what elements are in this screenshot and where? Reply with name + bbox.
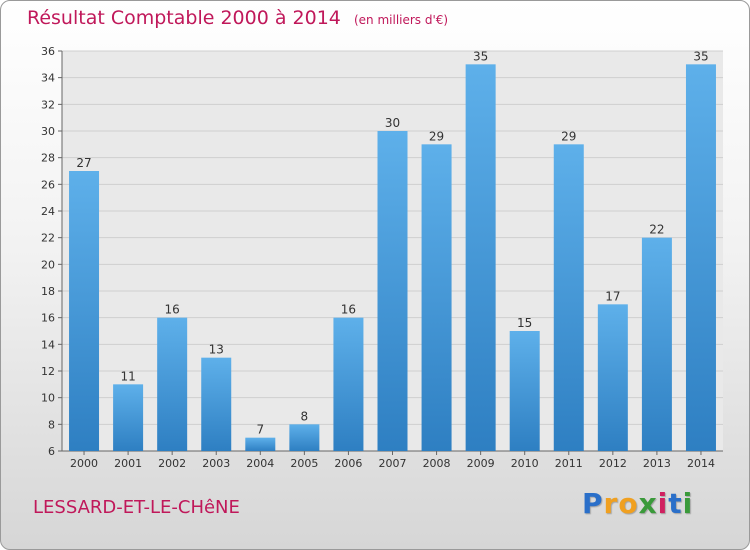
bar-value-label: 29: [561, 129, 576, 143]
x-tick-label: 2002: [158, 457, 186, 470]
logo-letter: o: [618, 487, 639, 520]
x-tick-label: 2009: [467, 457, 495, 470]
y-tick-label: 14: [41, 338, 55, 351]
x-tick-label: 2011: [555, 457, 583, 470]
bar-value-label: 22: [649, 223, 664, 237]
x-tick-label: 2014: [687, 457, 715, 470]
logo-letter: r: [603, 487, 619, 520]
proxiti-logo: Proxiti: [582, 487, 693, 520]
x-tick-label: 2010: [511, 457, 539, 470]
bar: [289, 424, 320, 451]
y-tick-label: 8: [48, 418, 55, 431]
x-tick-label: 2006: [334, 457, 362, 470]
y-tick-label: 32: [41, 98, 55, 111]
y-tick-label: 30: [41, 125, 55, 138]
bar-value-label: 16: [341, 303, 356, 317]
chart-subtitle: (en milliers d'€): [353, 13, 449, 27]
bar: [377, 131, 408, 451]
y-tick-label: 10: [41, 392, 55, 405]
bar: [421, 144, 452, 452]
bar-value-label: 11: [120, 369, 135, 383]
bar-value-label: 7: [256, 423, 264, 437]
bar: [157, 317, 188, 451]
bar: [597, 304, 628, 451]
x-tick-label: 2008: [423, 457, 451, 470]
bar-value-label: 16: [165, 303, 180, 317]
bar-value-label: 27: [76, 156, 91, 170]
x-tick-label: 2013: [643, 457, 671, 470]
x-tick-label: 2007: [379, 457, 407, 470]
y-tick-label: 36: [41, 45, 55, 58]
x-tick-label: 2001: [114, 457, 142, 470]
x-tick-label: 2000: [70, 457, 98, 470]
bar: [641, 237, 672, 451]
x-tick-label: 2012: [599, 457, 627, 470]
y-tick-label: 28: [41, 152, 55, 165]
y-tick-label: 12: [41, 365, 55, 378]
bar-value-label: 30: [385, 116, 400, 130]
x-tick-label: 2003: [202, 457, 230, 470]
y-tick-label: 6: [48, 445, 55, 458]
bar: [509, 331, 540, 451]
bar: [553, 144, 584, 452]
bar: [245, 437, 276, 451]
logo-letter: t: [668, 487, 683, 520]
bar: [333, 317, 364, 451]
logo-letter: i: [682, 487, 694, 520]
y-tick-label: 24: [41, 205, 55, 218]
y-tick-label: 20: [41, 258, 55, 271]
bar-value-label: 35: [473, 49, 488, 63]
bar: [201, 357, 232, 451]
y-tick-label: 22: [41, 232, 55, 245]
bar: [685, 64, 716, 452]
bar-value-label: 35: [693, 49, 708, 63]
bar: [69, 171, 100, 451]
bar-value-label: 29: [429, 129, 444, 143]
commune-name: LESSARD-ET-LE-CHêNE: [33, 497, 240, 518]
logo-letter: x: [638, 487, 658, 520]
bar: [113, 384, 144, 451]
bar-value-label: 8: [301, 409, 309, 423]
chart-title: Résultat Comptable 2000 à 2014: [27, 7, 341, 29]
x-tick-label: 2004: [246, 457, 274, 470]
bar-value-label: 15: [517, 316, 532, 330]
bar-value-label: 13: [209, 343, 224, 357]
logo-letter: P: [582, 487, 604, 520]
y-tick-label: 16: [41, 312, 55, 325]
y-tick-label: 18: [41, 285, 55, 298]
y-tick-label: 26: [41, 178, 55, 191]
y-tick-label: 34: [41, 72, 55, 85]
bar-value-label: 17: [605, 289, 620, 303]
x-tick-label: 2005: [290, 457, 318, 470]
logo-letter: i: [657, 487, 669, 520]
chart-title-group: Résultat Comptable 2000 à 2014 (en milli…: [27, 7, 448, 29]
bar: [465, 64, 496, 452]
